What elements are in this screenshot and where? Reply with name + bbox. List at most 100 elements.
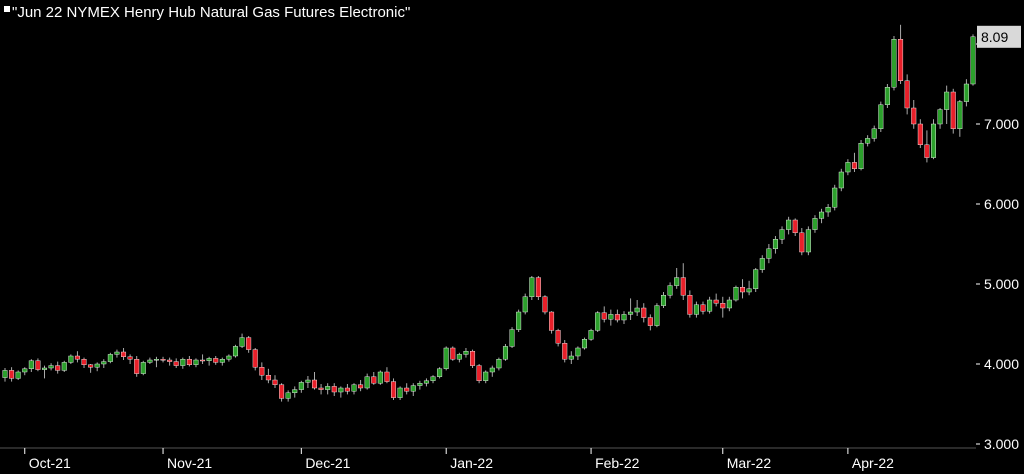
candle-up (891, 39, 897, 88)
candle-up (871, 128, 877, 139)
candle-down (713, 299, 719, 304)
candle-down (924, 144, 930, 158)
candle-up (22, 368, 28, 373)
candle-down (160, 359, 166, 361)
candle-down (542, 296, 548, 313)
x-tick-label: Nov-21 (167, 455, 212, 471)
chart-title-row: "Jun 22 NYMEX Henry Hub Natural Gas Futu… (4, 4, 410, 21)
chart-title: "Jun 22 NYMEX Henry Hub Natural Gas Futu… (12, 4, 411, 21)
candle-up (621, 314, 627, 321)
candle-up (963, 83, 969, 102)
y-tick-label: 4.000 (984, 356, 1019, 372)
candle-up (858, 142, 864, 169)
candle-up (502, 346, 508, 360)
candle-up (94, 363, 100, 368)
candle-up (825, 206, 831, 213)
candle-down (311, 379, 318, 389)
candle-up (746, 288, 752, 293)
candle-up (654, 305, 660, 326)
candle-up (48, 365, 54, 369)
candle-up (509, 329, 515, 347)
candle-up (443, 347, 449, 369)
candle-up (430, 376, 436, 381)
candle-down (371, 376, 377, 384)
candle-up (364, 376, 370, 389)
candle-up (707, 299, 713, 312)
candle-up (759, 258, 765, 270)
candle-up (305, 379, 311, 383)
candle-up (15, 371, 21, 379)
candle-up (437, 368, 443, 377)
last-price-box (977, 25, 1021, 48)
candle-down (601, 312, 607, 320)
candle-down (680, 277, 686, 296)
candle-up (779, 229, 785, 240)
candle-down (904, 80, 910, 109)
candle-up (68, 355, 74, 363)
y-tick-label: 3.000 (984, 436, 1019, 452)
candle-up (456, 354, 462, 360)
x-tick-label: Feb-22 (595, 455, 640, 471)
candle-up (285, 392, 291, 399)
candle-up (786, 219, 792, 230)
candle-down (134, 359, 140, 374)
candle-up (865, 138, 871, 144)
candle-up (634, 307, 640, 313)
candle-up (180, 359, 186, 366)
candle-down (200, 359, 206, 362)
candle-up (107, 354, 113, 362)
candle-down (391, 381, 397, 398)
candle-up (516, 311, 522, 330)
candle-down (74, 355, 80, 360)
x-tick-label: Jan-22 (450, 455, 493, 471)
candle-down (851, 162, 857, 169)
candle-down (687, 295, 693, 315)
candle-up (226, 355, 232, 360)
candle-down (358, 384, 364, 389)
candle-up (674, 277, 680, 286)
candle-down (55, 365, 61, 371)
candle-up (193, 359, 199, 365)
candle-up (595, 312, 601, 331)
candle-down (265, 375, 271, 381)
candle-down (167, 359, 173, 362)
candle-up (101, 361, 107, 365)
candle-up (351, 384, 357, 392)
candle-up (628, 311, 634, 315)
candle-up (812, 218, 818, 230)
candle-down (246, 337, 252, 350)
candle-down (9, 370, 15, 379)
candle-up (61, 362, 67, 371)
y-tick-label: 6.000 (984, 196, 1019, 212)
candle-down (450, 347, 456, 360)
candle-down (81, 359, 87, 366)
candle-down (344, 387, 350, 392)
candle-down (740, 287, 746, 293)
candle-up (147, 359, 153, 363)
candle-up (568, 355, 574, 360)
candle-up (588, 330, 594, 340)
candle-up (660, 295, 667, 306)
candle-up (423, 380, 429, 384)
candle-up (884, 86, 890, 105)
y-tick-label: 7.000 (984, 116, 1019, 132)
candle-down (555, 330, 561, 344)
candle-down (950, 91, 956, 129)
candle-down (911, 107, 917, 125)
candle-down (641, 307, 647, 318)
candle-down (799, 232, 805, 253)
candle-down (213, 358, 219, 363)
candle-up (693, 304, 699, 315)
candle-down (127, 356, 133, 360)
x-tick-label: Dec-21 (305, 455, 350, 471)
candle-up (970, 36, 976, 85)
candle-up (397, 387, 403, 398)
candle-down (898, 39, 904, 81)
candle-up (325, 386, 331, 390)
candle-down (88, 364, 94, 368)
candle-up (845, 162, 851, 173)
candle-up (838, 171, 844, 189)
candle-up (496, 359, 502, 369)
candle-down (562, 343, 568, 360)
